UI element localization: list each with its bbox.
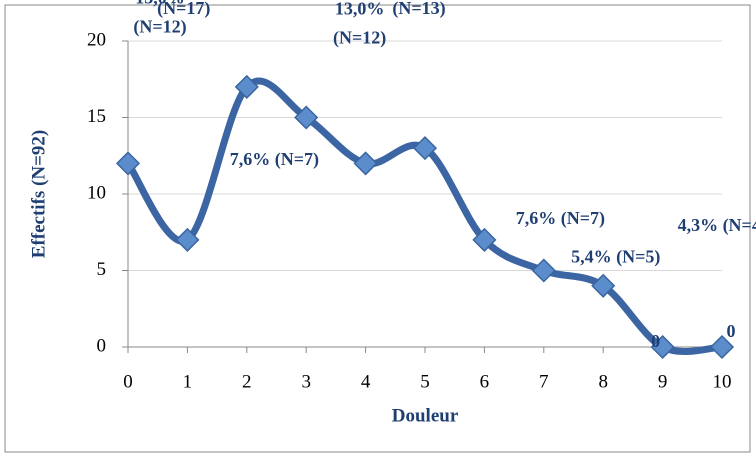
data-label: 0 [651,331,660,351]
x-tick-label: 10 [713,371,732,392]
marker [294,105,319,130]
data-label: 4,3% (N=4) [678,215,756,236]
x-tick-label: 7 [539,371,549,392]
marker [709,334,735,360]
marker [115,151,141,176]
marker [234,74,259,99]
marker [412,136,438,161]
x-tick-label: 8 [598,371,608,392]
x-tick-label: 5 [420,371,430,392]
x-tick-label: 0 [123,371,133,392]
y-tick-label: 20 [87,29,106,50]
x-tick-label: 3 [301,371,311,392]
data-label: 13,0% [335,0,385,19]
x-tick-label: 9 [658,371,668,392]
marker [531,258,556,283]
data-label: (N=13) [392,0,445,19]
chart-frame [4,4,751,453]
y-tick-label: 5 [97,259,107,280]
marker [591,273,616,298]
y-tick-label: 10 [87,182,106,203]
marker [175,227,200,252]
y-tick-label: 15 [87,106,106,127]
x-tick-label: 6 [480,371,490,392]
data-label: 7,6% (N=7) [516,208,605,229]
data-label: (N=12) [333,28,386,49]
data-label: (N=17) [157,0,210,19]
data-label: 7,6% (N=7) [230,149,319,170]
marker [353,151,378,176]
y-tick-label: 0 [97,335,107,356]
data-label: 5,4% (N=5) [571,247,660,268]
marker [472,227,497,252]
x-axis-title: Douleur [392,405,459,426]
y-axis-title: Effectifs (N=92) [28,130,49,258]
data-label: 13,0% [135,0,185,8]
data-label: (N=12) [133,17,186,38]
marker [650,334,675,360]
x-tick-label: 1 [183,371,193,392]
x-tick-label: 2 [242,371,252,392]
x-tick-label: 4 [361,371,371,392]
data-label: 0 [727,321,736,341]
